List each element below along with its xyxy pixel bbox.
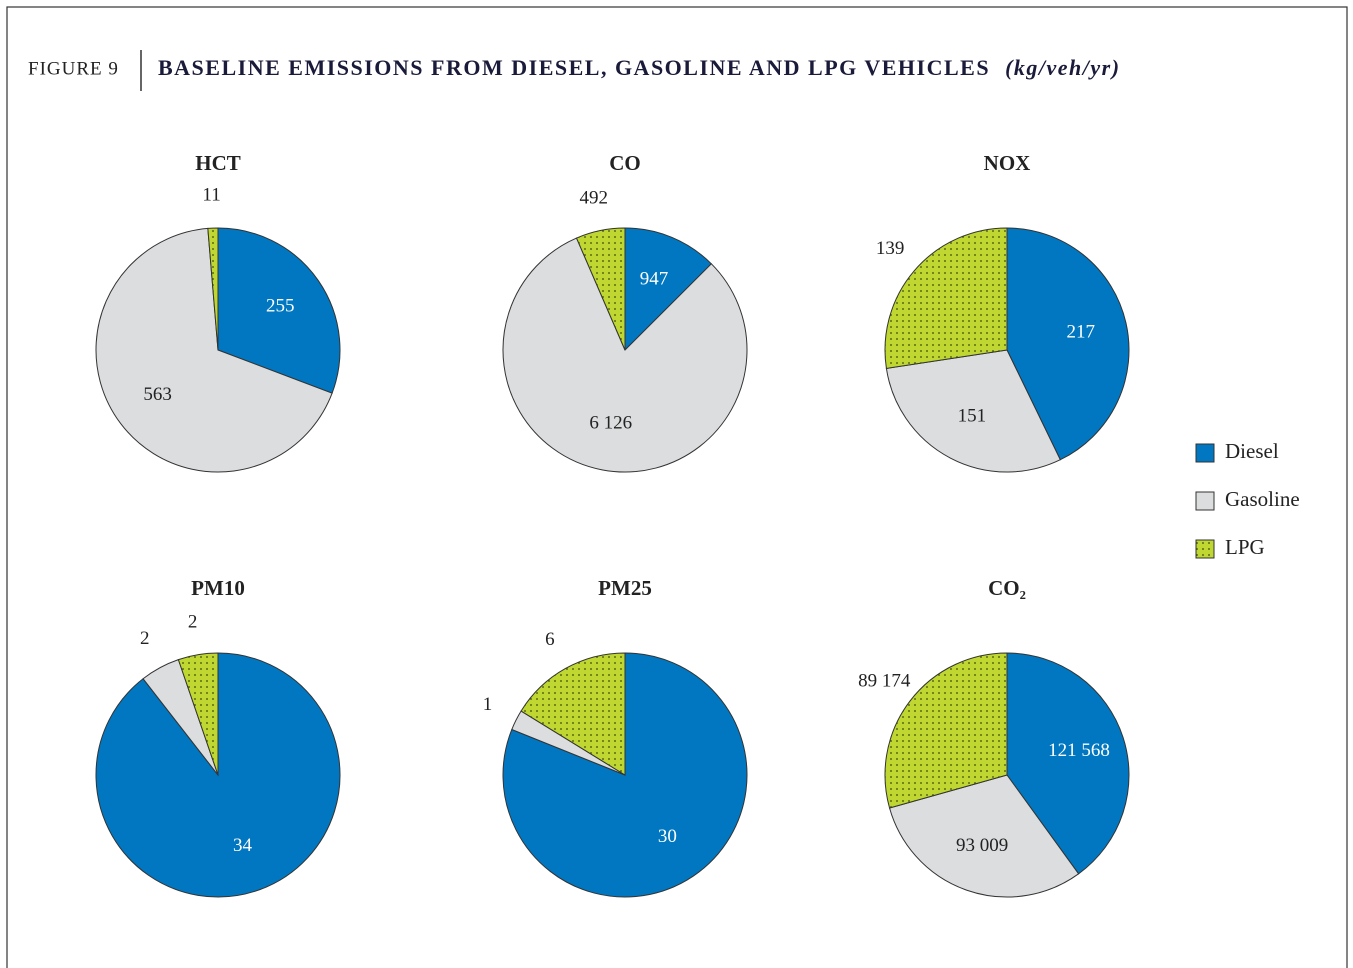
pie-slice xyxy=(217,227,341,394)
pie-slice xyxy=(502,237,748,473)
legend-label: Diesel xyxy=(1225,439,1279,463)
pie-title: NOX xyxy=(984,151,1031,175)
value-label: 563 xyxy=(143,384,172,405)
value-label: 217 xyxy=(1066,321,1095,342)
legend-label: LPG xyxy=(1225,535,1265,559)
value-label: 151 xyxy=(958,405,987,426)
pie-title: CO xyxy=(609,151,641,175)
legend-pattern xyxy=(1196,540,1214,558)
value-label: 2 xyxy=(140,628,150,649)
legend-label: Gasoline xyxy=(1225,487,1300,511)
value-label: 255 xyxy=(266,295,295,316)
value-label: 121 568 xyxy=(1048,740,1110,761)
figure-title: BASELINE EMISSIONS FROM DIESEL, GASOLINE… xyxy=(158,55,1121,80)
value-label: 34 xyxy=(233,835,253,856)
value-label: 6 126 xyxy=(589,413,632,434)
pie-slice xyxy=(885,349,1061,473)
value-label: 11 xyxy=(202,184,220,205)
pie-title: CO₂ xyxy=(988,576,1026,600)
pie-slice xyxy=(1006,652,1130,875)
slice-pattern xyxy=(885,228,1007,369)
value-label: 30 xyxy=(658,826,677,847)
pie-slice xyxy=(1006,227,1130,461)
slice-pattern xyxy=(207,228,218,350)
pie-slice xyxy=(888,774,1080,898)
value-label: 492 xyxy=(580,188,609,209)
pie-title: PM25 xyxy=(598,576,652,600)
title-units: (kg/veh/yr) xyxy=(1005,55,1120,80)
value-label: 947 xyxy=(640,268,669,289)
slice-pattern xyxy=(178,653,218,775)
value-label: 2 xyxy=(188,611,198,632)
pie-title: HCT xyxy=(195,151,241,175)
frame xyxy=(6,6,1348,968)
slice-pattern xyxy=(576,228,625,350)
slice-pattern xyxy=(884,653,1007,808)
pie-slice xyxy=(95,227,333,473)
title-main: BASELINE EMISSIONS FROM DIESEL, GASOLINE… xyxy=(158,55,990,80)
pie-title: PM10 xyxy=(191,576,245,600)
value-label: 93 009 xyxy=(956,835,1008,856)
value-label: 1 xyxy=(483,694,493,715)
value-label: 6 xyxy=(545,629,555,650)
legend-swatch xyxy=(1195,491,1215,511)
figure-label: FIGURE 9 xyxy=(28,58,119,79)
pie-slice xyxy=(624,227,713,352)
slice-pattern xyxy=(521,653,625,775)
legend-swatch xyxy=(1195,443,1215,463)
value-label: 139 xyxy=(876,238,905,259)
value-label: 89 174 xyxy=(858,670,911,691)
